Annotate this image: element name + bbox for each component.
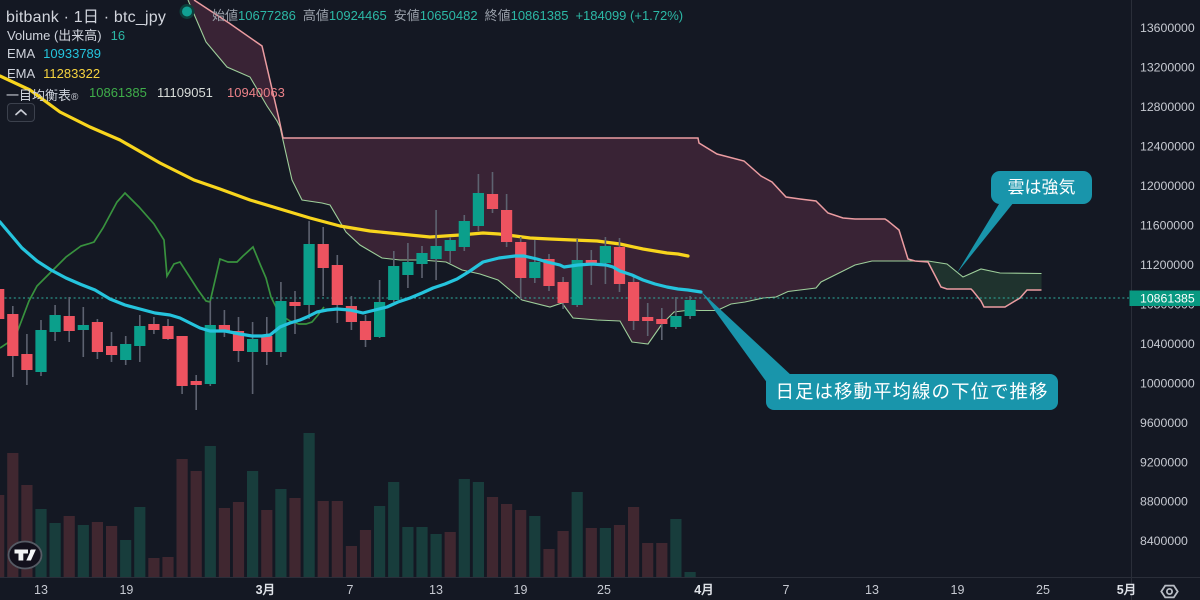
svg-text:12400000: 12400000 [1140, 140, 1195, 154]
svg-text:13200000: 13200000 [1140, 61, 1195, 75]
svg-text:7: 7 [347, 583, 354, 597]
svg-text:5月: 5月 [1117, 583, 1136, 597]
svg-text:10400000: 10400000 [1140, 337, 1195, 351]
svg-text:8800000: 8800000 [1140, 495, 1188, 509]
svg-text:11200000: 11200000 [1140, 258, 1194, 272]
svg-text:10000000: 10000000 [1140, 376, 1195, 390]
svg-text:8400000: 8400000 [1140, 534, 1188, 548]
svg-text:10861385: 10861385 [1140, 292, 1195, 306]
svg-text:19: 19 [514, 583, 528, 597]
svg-text:3月: 3月 [256, 583, 275, 597]
svg-text:19: 19 [951, 583, 965, 597]
svg-text:9200000: 9200000 [1140, 455, 1188, 469]
svg-text:7: 7 [783, 583, 790, 597]
svg-text:4月: 4月 [694, 583, 713, 597]
svg-text:25: 25 [1036, 583, 1050, 597]
svg-text:12000000: 12000000 [1140, 179, 1195, 193]
svg-text:13: 13 [429, 583, 443, 597]
svg-text:13: 13 [34, 583, 48, 597]
svg-text:25: 25 [597, 583, 611, 597]
svg-text:12800000: 12800000 [1140, 100, 1195, 114]
svg-text:11600000: 11600000 [1140, 219, 1194, 233]
svg-text:13: 13 [865, 583, 879, 597]
svg-text:19: 19 [119, 583, 133, 597]
svg-text:13600000: 13600000 [1140, 21, 1195, 35]
svg-text:9600000: 9600000 [1140, 416, 1188, 430]
